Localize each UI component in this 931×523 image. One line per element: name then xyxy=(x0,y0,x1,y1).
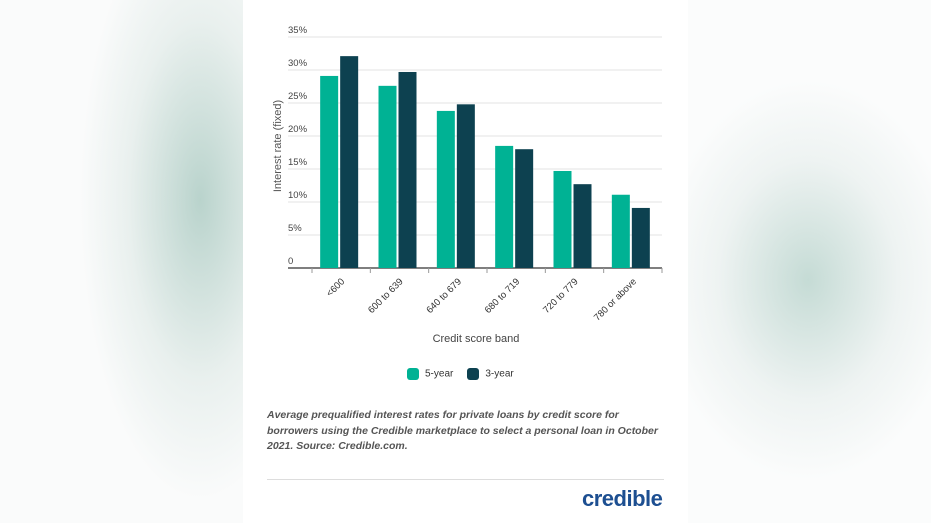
y-tick-label: 15% xyxy=(288,157,308,168)
legend-item-3-year: 3-year xyxy=(467,368,514,380)
legend: 5-year 3-year xyxy=(407,368,514,380)
bar-3-year-2 xyxy=(456,104,475,268)
bar-5-year-0 xyxy=(320,75,339,268)
y-tick-label: 25% xyxy=(288,91,308,102)
x-tick-label: <600 xyxy=(324,276,347,299)
divider xyxy=(267,479,664,480)
x-tick-label: 720 to 779 xyxy=(541,276,581,316)
bar-3-year-3 xyxy=(515,149,534,268)
y-axis-label: Interest rate (fixed) xyxy=(272,100,284,192)
bar-3-year-0 xyxy=(340,56,359,268)
legend-label: 5-year xyxy=(425,368,454,380)
y-tick-label: 30% xyxy=(288,58,308,69)
bar-5-year-5 xyxy=(611,194,630,268)
bar-5-year-4 xyxy=(553,170,572,268)
legend-label: 3-year xyxy=(485,368,514,380)
legend-swatch xyxy=(467,368,480,380)
bar-5-year-1 xyxy=(378,85,397,268)
y-tick-label: 20% xyxy=(288,124,308,135)
y-tick-label: 35% xyxy=(288,25,308,36)
y-tick-label: 10% xyxy=(288,190,308,201)
y-tick-label: 0 xyxy=(288,256,293,267)
x-tick-label: 680 to 719 xyxy=(483,276,523,316)
y-tick-label: 5% xyxy=(288,223,302,234)
x-axis-label: Credit score band xyxy=(433,333,520,345)
bar-3-year-1 xyxy=(398,71,417,268)
background-right xyxy=(688,0,931,523)
bar-5-year-3 xyxy=(495,145,514,268)
background-left xyxy=(0,0,243,523)
x-tick-label: 780 or above xyxy=(592,276,639,323)
x-tick-label: 600 to 639 xyxy=(366,276,406,316)
credible-logo: credible xyxy=(582,486,663,511)
bar-3-year-4 xyxy=(573,184,592,268)
legend-item-5-year: 5-year xyxy=(407,368,453,380)
bar-3-year-5 xyxy=(631,207,650,268)
bar-chart: Interest rate (fixed) Credit score band … xyxy=(272,25,663,345)
bar-5-year-2 xyxy=(436,110,455,268)
x-tick-label: 640 to 679 xyxy=(424,276,464,316)
caption: Average prequalified interest rates for … xyxy=(267,409,658,452)
legend-swatch xyxy=(407,368,419,380)
